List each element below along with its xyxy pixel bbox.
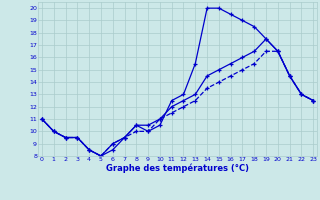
X-axis label: Graphe des températures (°C): Graphe des températures (°C) [106,164,249,173]
